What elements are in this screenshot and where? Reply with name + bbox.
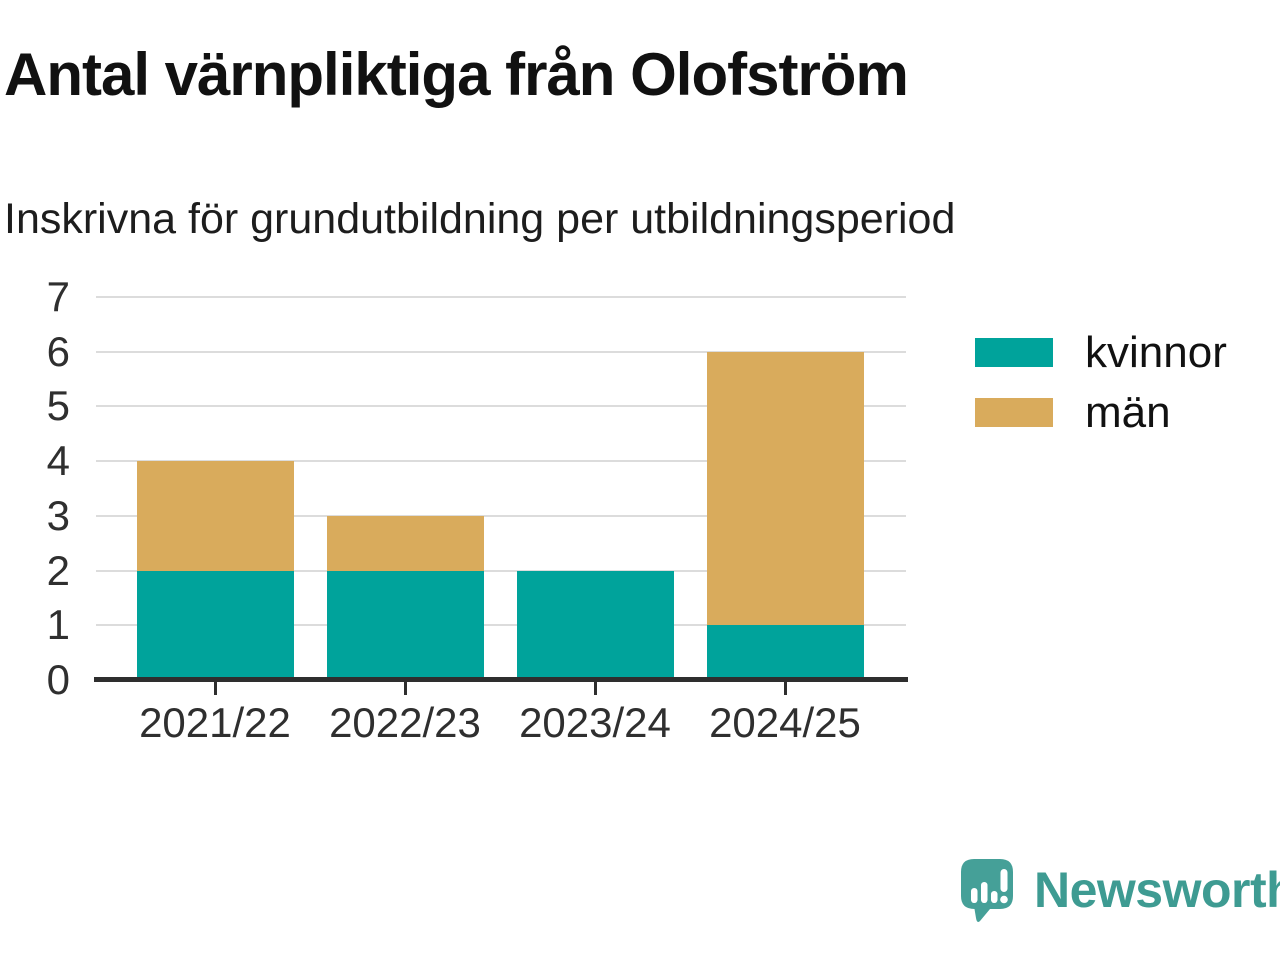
y-axis-tick-label: 0 [46,656,70,703]
y-axis-tick-label: 2 [46,546,70,594]
y-axis-tick-label: 4 [46,437,70,485]
x-axis-tick [213,682,217,695]
x-axis-tick-label: 2023/24 [519,699,671,746]
gridline [96,514,906,517]
newsworthy-logo: Newsworthy [960,858,1280,922]
gridline [96,624,906,627]
newsworthy-logo-icon [961,859,1013,922]
legend-swatch-män [975,398,1053,427]
brand-name: Newsworthy [1034,862,1280,918]
x-axis-tick [783,682,787,695]
bar-segment-män-2022/23 [326,515,484,571]
gridline [96,296,906,298]
bar-segment-män-2021/22 [136,461,294,571]
gridline [96,460,906,463]
legend-item-kvinnor: kvinnor [975,330,1227,374]
bar-segment-män-2024/25 [706,351,864,626]
bar-segment-kvinnor-2021/22 [136,570,294,680]
legend-label-män: män [1085,387,1171,437]
legend-label-kvinnor: kvinnor [1085,327,1227,377]
x-axis-tick [593,682,597,695]
x-axis-tick-label: 2024/25 [709,699,861,746]
bar-segment-kvinnor-2024/25 [706,625,864,680]
x-axis-tick-label: 2022/23 [329,699,481,746]
x-axis-line [94,677,908,682]
legend-item-män: män [975,390,1227,434]
y-axis-tick-label: 6 [46,327,70,375]
chart-title: Antal värnpliktiga från Olofström [4,41,909,108]
legend: kvinnor män [975,330,1227,458]
x-axis-tick-label: 2021/22 [139,699,291,746]
y-axis-tick-label: 7 [46,273,70,320]
gridline [96,405,906,408]
y-axis-tick-label: 3 [46,491,70,539]
chart-subtitle: Inskrivna för grundutbildning per utbild… [4,195,956,243]
bar-segment-kvinnor-2023/24 [516,570,674,680]
gridline [96,350,906,353]
x-axis-tick [403,682,407,695]
y-axis-tick-label: 1 [46,601,70,649]
y-axis-tick-label: 5 [46,382,70,430]
bar-segment-kvinnor-2022/23 [326,570,484,680]
gridline [96,569,906,572]
legend-swatch-kvinnor [975,338,1053,367]
